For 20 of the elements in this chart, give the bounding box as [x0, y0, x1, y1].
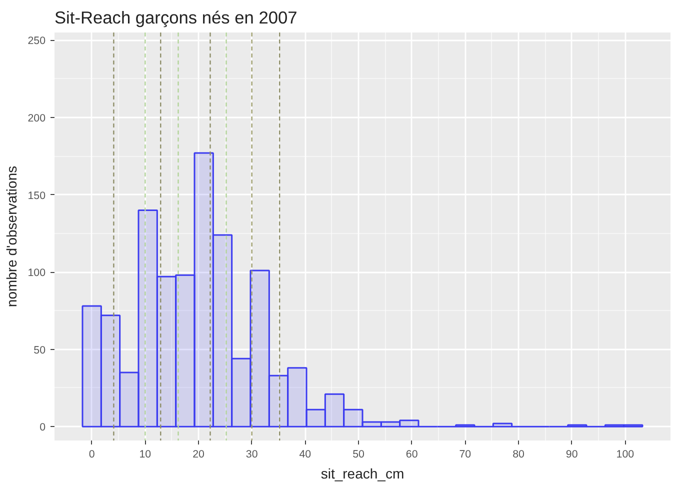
x-tick-label: 90 — [566, 448, 578, 460]
x-tick-label: 80 — [512, 448, 524, 460]
x-tick-label: 30 — [246, 448, 258, 460]
x-axis-title: sit_reach_cm — [320, 466, 404, 482]
x-tick-label: 60 — [406, 448, 418, 460]
y-tick-label: 100 — [28, 267, 46, 280]
x-tick-label: 100 — [616, 448, 634, 460]
chart-title: Sit-Reach garçons nés en 2007 — [54, 8, 298, 28]
y-tick-label: 50 — [34, 344, 46, 356]
y-tick-label: 200 — [28, 112, 46, 124]
y-tick-label: 250 — [28, 35, 46, 48]
y-tick-label: 0 — [40, 422, 46, 434]
x-tick-label: 20 — [192, 448, 204, 460]
y-axis-title: nombre d'observations — [4, 166, 20, 308]
y-tick-label: 150 — [28, 190, 46, 202]
x-tick-label: 70 — [459, 448, 472, 460]
x-tick-label: 50 — [352, 448, 364, 460]
x-tick-label: 40 — [299, 448, 312, 460]
x-tick-label: 10 — [139, 448, 152, 460]
x-tick-label: 0 — [88, 448, 95, 460]
